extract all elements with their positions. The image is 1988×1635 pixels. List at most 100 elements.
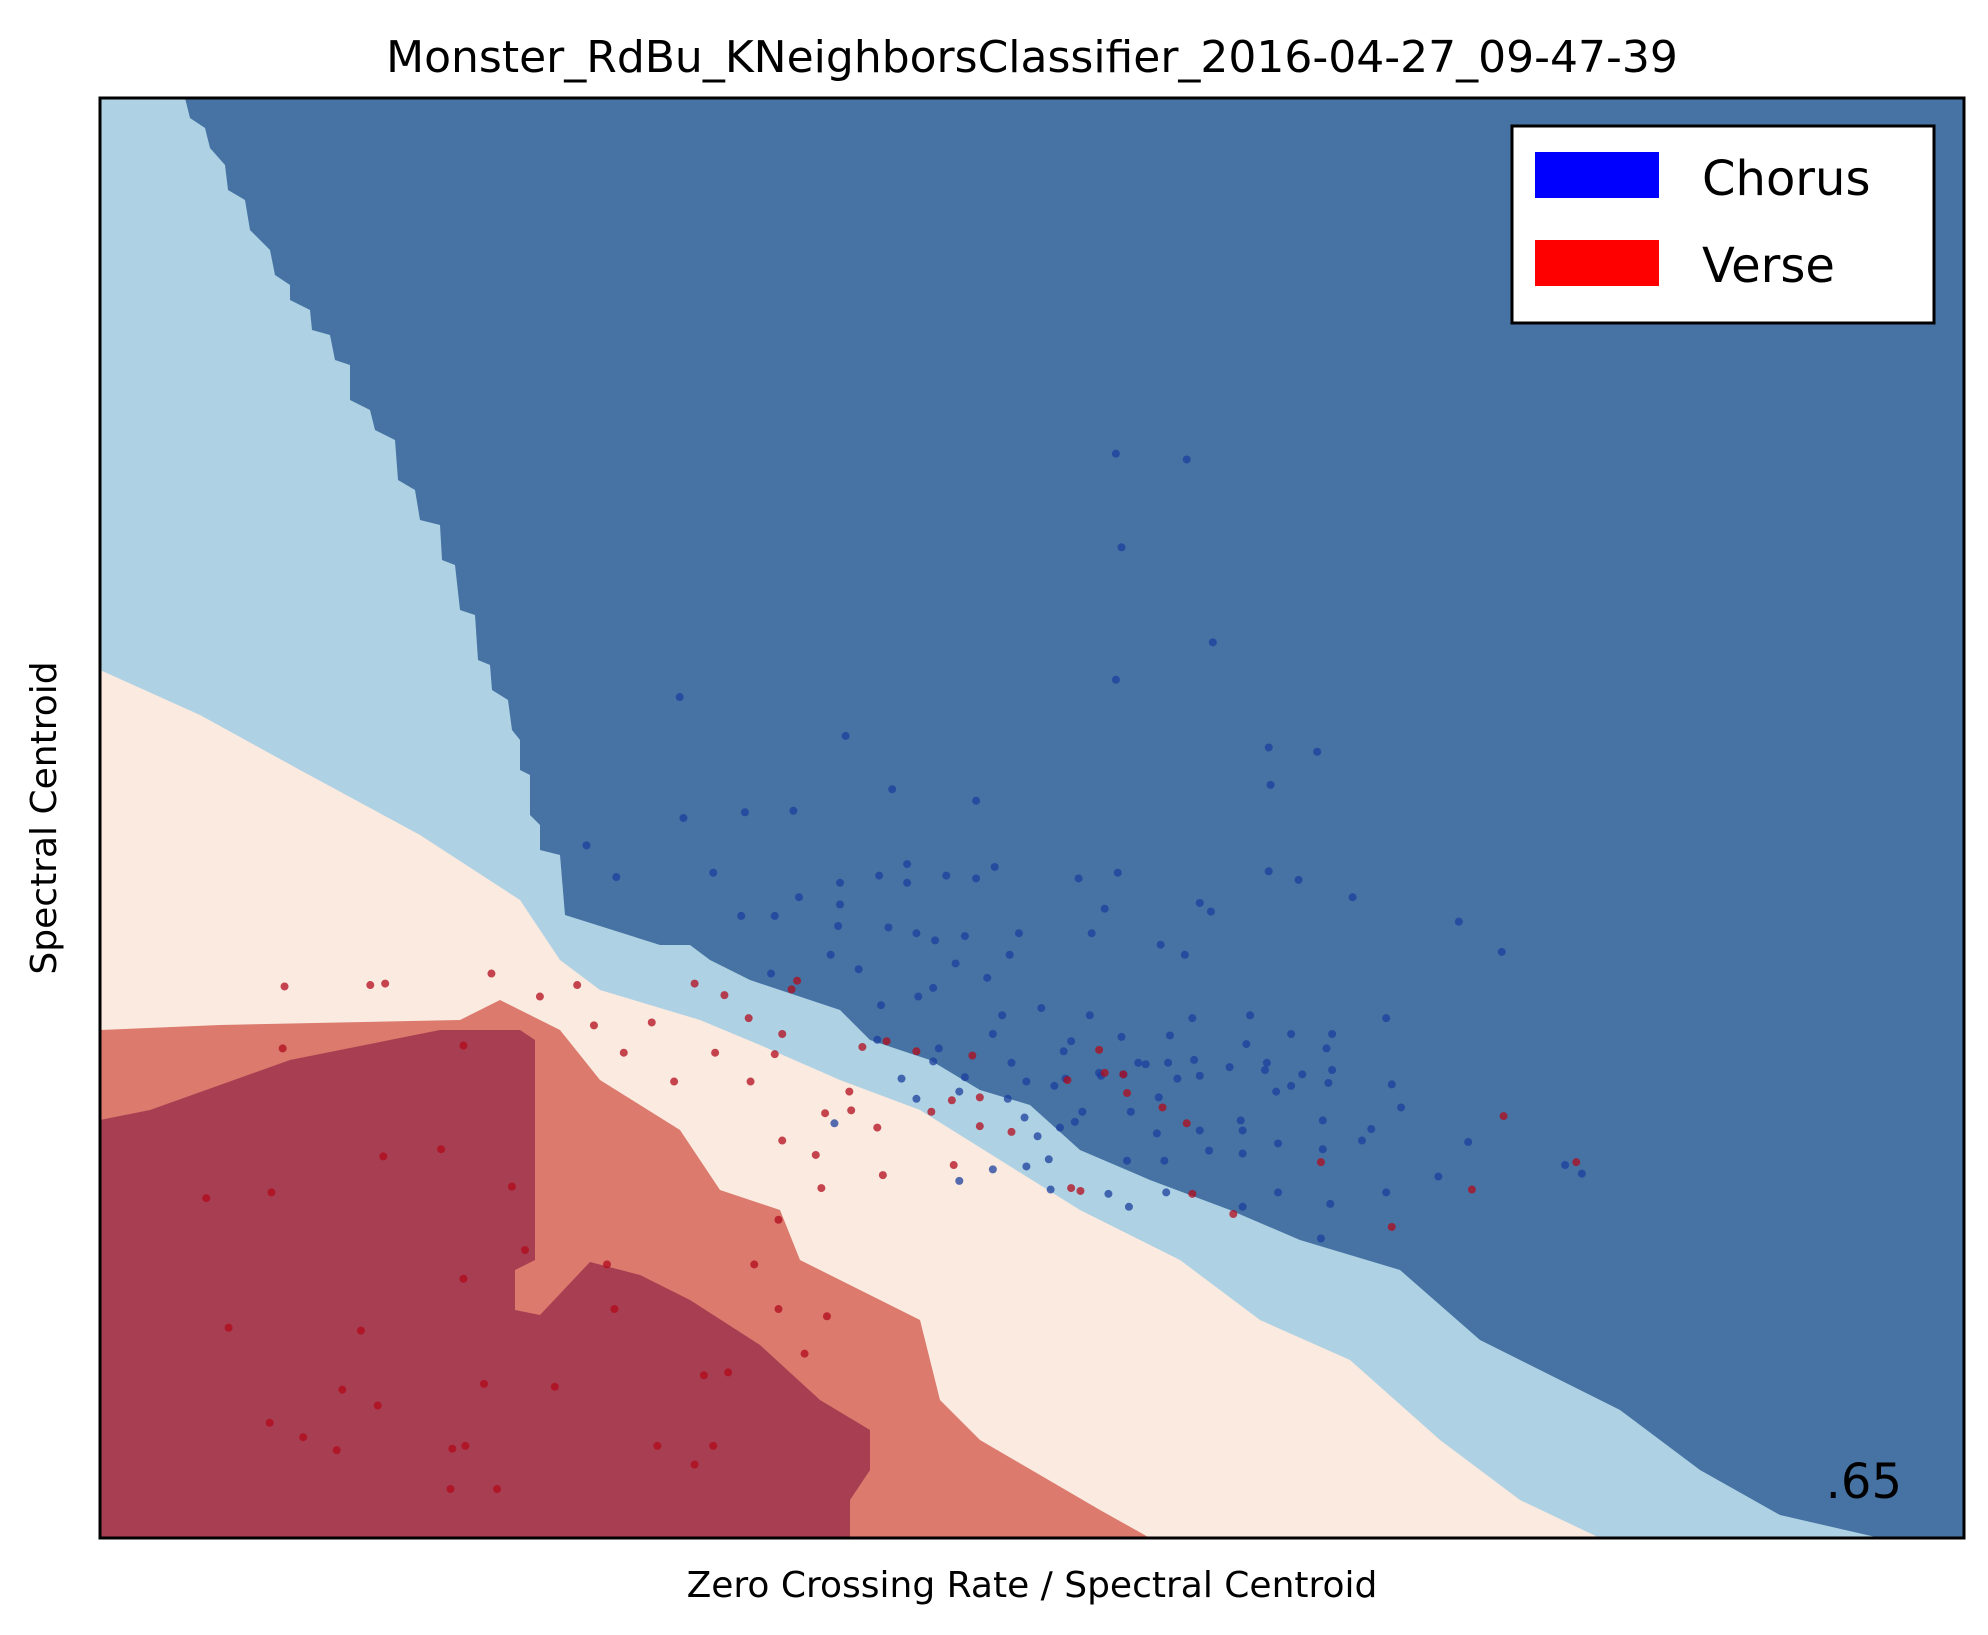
point-verse (975, 1093, 984, 1102)
point-verse (1007, 1127, 1016, 1136)
point-chorus (1085, 1011, 1094, 1020)
point-chorus (1074, 874, 1083, 883)
point-chorus (1182, 455, 1191, 464)
point-verse (711, 1048, 720, 1057)
point-chorus (1206, 907, 1215, 916)
point-chorus (1113, 868, 1122, 877)
point-chorus (1165, 1031, 1174, 1040)
point-chorus (1454, 917, 1463, 926)
point-chorus (1318, 1116, 1327, 1125)
point-verse (265, 1418, 274, 1427)
point-chorus (1195, 1071, 1204, 1080)
point-chorus (1298, 1070, 1307, 1079)
point-verse (1095, 1045, 1104, 1054)
point-verse (493, 1485, 502, 1494)
point-chorus (990, 862, 999, 871)
point-verse (332, 1446, 341, 1455)
point-verse (1467, 1185, 1476, 1194)
point-chorus (1020, 1113, 1029, 1122)
point-chorus (955, 1087, 964, 1096)
point-chorus (1162, 1188, 1171, 1197)
point-verse (1123, 1089, 1132, 1098)
point-verse (1188, 1189, 1197, 1198)
point-verse (647, 1018, 656, 1027)
region-verse-strong (100, 1030, 870, 1538)
score-label: .65 (1826, 1454, 1902, 1510)
point-verse (778, 1030, 787, 1038)
point-chorus (1195, 1126, 1204, 1135)
point-chorus (1050, 1081, 1059, 1090)
point-chorus (998, 1011, 1007, 1020)
point-verse (690, 1460, 699, 1469)
point-chorus (1078, 1107, 1087, 1116)
scatter-points (202, 449, 1586, 1494)
point-chorus (888, 785, 897, 794)
point-chorus (1022, 1077, 1031, 1086)
point-verse (821, 1109, 830, 1118)
point-verse (280, 982, 289, 991)
point-verse (746, 1077, 755, 1086)
point-chorus (767, 969, 776, 978)
x-axis-label: Zero Crossing Rate / Spectral Centroid (687, 1565, 1378, 1606)
point-verse (774, 1215, 783, 1224)
point-verse (778, 1136, 787, 1145)
point-chorus (1046, 1185, 1055, 1194)
point-chorus (854, 965, 863, 974)
point-verse (1499, 1112, 1508, 1121)
point-chorus (1070, 1117, 1079, 1126)
point-verse (968, 1051, 977, 1060)
point-chorus (955, 1176, 964, 1185)
point-chorus (1313, 747, 1322, 756)
point-chorus (826, 950, 835, 959)
point-chorus (1497, 947, 1506, 956)
point-chorus (1104, 1189, 1113, 1198)
point-chorus (1126, 1107, 1135, 1116)
point-verse (800, 1349, 809, 1358)
point-chorus (1033, 1132, 1042, 1141)
point-chorus (1382, 1014, 1391, 1023)
point-chorus (1188, 1014, 1197, 1023)
point-verse (610, 1305, 619, 1314)
point-verse (603, 1260, 612, 1269)
point-chorus (1111, 675, 1120, 684)
point-chorus (1160, 1156, 1169, 1165)
point-chorus (1154, 1093, 1163, 1102)
point-verse (1063, 1076, 1072, 1085)
point-chorus (1007, 1058, 1016, 1067)
point-chorus (1261, 1066, 1269, 1074)
point-chorus (1238, 1126, 1247, 1135)
point-chorus (1262, 1058, 1271, 1067)
point-chorus (942, 871, 951, 880)
point-verse (461, 1441, 470, 1450)
point-verse (949, 1161, 958, 1170)
point-verse (724, 1368, 733, 1377)
point-verse (653, 1441, 662, 1450)
point-verse (1572, 1158, 1581, 1167)
point-verse (817, 1184, 826, 1193)
point-chorus (1087, 929, 1096, 938)
point-verse (366, 981, 375, 990)
point-chorus (873, 1035, 882, 1044)
point-chorus (934, 1044, 943, 1053)
point-chorus (903, 860, 912, 869)
decision-regions (100, 98, 1964, 1538)
point-chorus (1324, 1078, 1333, 1087)
point-chorus (912, 1094, 921, 1103)
point-chorus (1117, 1032, 1126, 1041)
point-chorus (789, 806, 798, 815)
point-chorus (1434, 1172, 1443, 1181)
point-verse (520, 1246, 529, 1254)
point-verse (720, 991, 729, 1000)
point-verse (709, 1441, 718, 1450)
legend-label-verse: Verse (1702, 238, 1835, 294)
point-verse (507, 1182, 516, 1191)
point-chorus (709, 868, 718, 877)
point-chorus (1123, 1156, 1132, 1165)
point-verse (822, 1312, 831, 1321)
point-verse (479, 1379, 488, 1388)
point-chorus (983, 973, 992, 982)
point-verse (858, 1042, 867, 1051)
point-chorus (1014, 929, 1023, 938)
point-chorus (1266, 780, 1275, 789)
point-verse (1387, 1222, 1396, 1231)
